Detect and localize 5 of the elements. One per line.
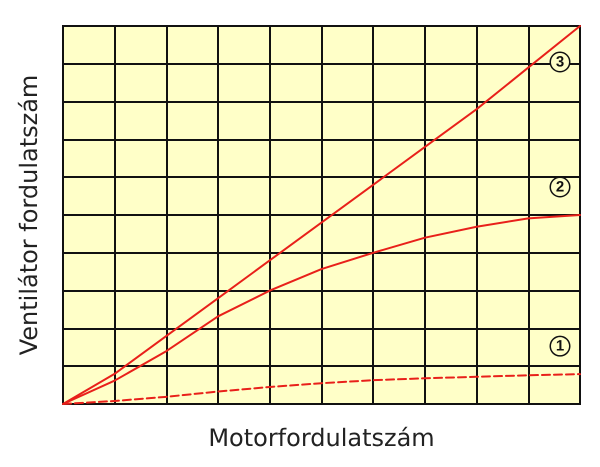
series-label: 2 <box>556 178 564 196</box>
y-axis-title: Ventilátor fordulatszám <box>15 74 43 356</box>
series-label: 1 <box>556 338 564 355</box>
x-axis-title: Motorfordulatszám <box>208 424 435 452</box>
series-label: 3 <box>556 54 564 70</box>
